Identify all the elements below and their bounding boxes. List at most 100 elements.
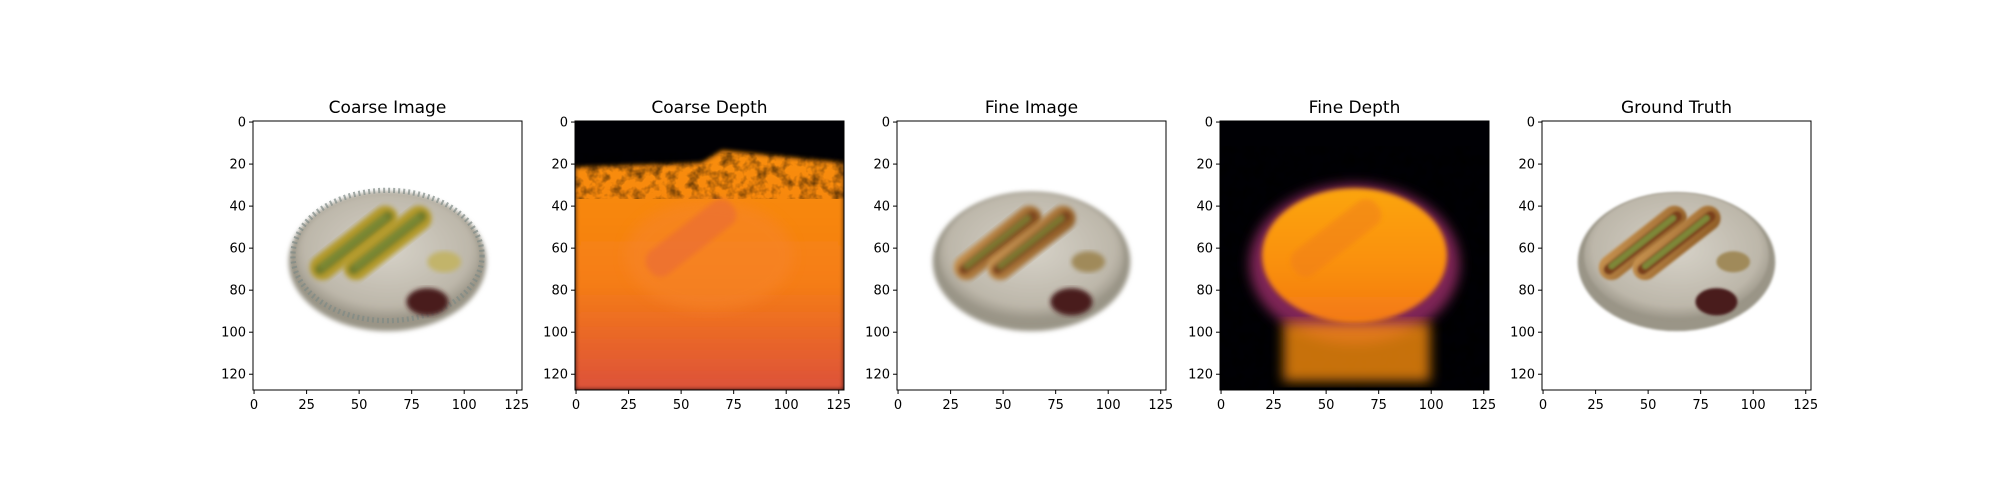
relish [353, 214, 421, 270]
axes-frame [574, 120, 845, 391]
x-tick-label: 125 [1148, 398, 1173, 413]
x-tick-label: 50 [673, 398, 690, 413]
hot-dog [1598, 205, 1687, 281]
subplot: Ground Truth 0 25 50 75 100 125 0 20 40 60 80 100 120 [1510, 98, 1818, 413]
plate-noisy-edge [290, 187, 485, 324]
plate-depth [625, 200, 794, 311]
axes-frame [1541, 120, 1812, 391]
x-tick-label: 50 [995, 398, 1012, 413]
x-tick-label: 0 [1539, 398, 1547, 413]
sauce-dollop [406, 288, 449, 316]
subplot: Fine Image 0 25 50 75 100 125 0 20 40 60 80 100 120 [865, 98, 1173, 413]
y-tick-label: 20 [873, 158, 890, 173]
y-tick-label: 0 [1527, 116, 1535, 131]
relish [1608, 214, 1677, 270]
x-tick-label: 75 [1370, 398, 1387, 413]
x-tick-label: 0 [894, 398, 902, 413]
plate-depth [1262, 188, 1447, 323]
hot-dog [343, 205, 432, 281]
x-tick-label: 100 [452, 398, 477, 413]
subplot-title: Coarse Depth [651, 98, 767, 118]
x-tick-label: 125 [826, 398, 851, 413]
table-depth [1283, 322, 1431, 382]
sauce-dollop [1050, 288, 1093, 316]
x-tick-label: 125 [504, 398, 529, 413]
relish [319, 214, 388, 270]
y-tick-label: 60 [551, 242, 568, 257]
x-tick-label: 25 [942, 398, 959, 413]
y-tick-label: 100 [1188, 326, 1213, 341]
y-tick-label: 0 [238, 116, 246, 131]
y-tick-label: 100 [1510, 326, 1535, 341]
hot-dog [953, 205, 1042, 281]
hot-dog [1632, 205, 1721, 281]
y-tick-label: 20 [1196, 158, 1213, 173]
x-tick-label: 100 [774, 398, 799, 413]
y-tick-label: 120 [221, 368, 246, 383]
mustard-dollop [1716, 251, 1751, 273]
relish [963, 214, 1032, 270]
x-tick-label: 25 [298, 398, 315, 413]
relish [1642, 214, 1710, 270]
image-content [253, 121, 522, 390]
subplot: Coarse Depth 0 25 50 75 100 125 0 20 40 60 80 100 120 [543, 98, 851, 413]
x-tick-label: 0 [1217, 398, 1225, 413]
x-tick-label: 50 [1318, 398, 1335, 413]
y-tick-label: 80 [551, 284, 568, 299]
mustard-dollop [1071, 251, 1106, 273]
x-tick-label: 75 [1692, 398, 1709, 413]
hot-dog-depth [645, 199, 737, 277]
y-tick-label: 0 [560, 116, 568, 131]
x-tick-label: 75 [403, 398, 420, 413]
y-tick-label: 100 [865, 326, 890, 341]
y-tick-label: 0 [882, 116, 890, 131]
subplot-title: Fine Image [985, 98, 1078, 118]
y-tick-label: 60 [229, 242, 246, 257]
x-tick-label: 50 [351, 398, 368, 413]
image-content [575, 121, 844, 390]
x-tick-label: 25 [1265, 398, 1282, 413]
mustard-dollop [427, 251, 462, 273]
axes-frame [1219, 120, 1490, 391]
sauce-dollop [1695, 288, 1738, 316]
y-tick-label: 60 [873, 242, 890, 257]
x-tick-label: 75 [725, 398, 742, 413]
x-tick-label: 0 [250, 398, 258, 413]
y-tick-label: 100 [221, 326, 246, 341]
subplot-title: Coarse Image [329, 98, 447, 118]
image-content [1542, 121, 1811, 390]
x-tick-label: 125 [1793, 398, 1818, 413]
subplot-title: Fine Depth [1309, 98, 1401, 118]
depth-noise-band [575, 152, 844, 199]
subplot: Fine Depth 0 25 50 75 100 125 0 20 40 60 80 100 120 [1188, 98, 1496, 413]
y-tick-label: 120 [865, 368, 890, 383]
y-tick-label: 120 [543, 368, 568, 383]
image-content [1220, 121, 1489, 390]
y-tick-label: 80 [1518, 284, 1535, 299]
hot-dog [309, 205, 398, 281]
subplot: Coarse Image 0 25 50 75 100 125 0 20 40 60 80 100 120 [221, 98, 529, 413]
y-tick-label: 40 [229, 200, 246, 215]
axes-frame [252, 120, 523, 391]
x-tick-label: 0 [572, 398, 580, 413]
x-tick-label: 100 [1419, 398, 1444, 413]
x-tick-label: 100 [1096, 398, 1121, 413]
y-tick-label: 120 [1510, 368, 1535, 383]
x-tick-label: 50 [1640, 398, 1657, 413]
y-tick-label: 40 [873, 200, 890, 215]
x-tick-label: 25 [620, 398, 637, 413]
y-tick-label: 40 [1196, 200, 1213, 215]
x-tick-label: 125 [1471, 398, 1496, 413]
y-tick-label: 0 [1205, 116, 1213, 131]
y-tick-label: 80 [229, 284, 246, 299]
y-tick-label: 80 [1196, 284, 1213, 299]
image-content [897, 121, 1166, 390]
y-tick-label: 20 [1518, 158, 1535, 173]
hot-dog-depth [1290, 199, 1382, 277]
axes-frame [896, 120, 1167, 391]
x-tick-label: 25 [1587, 398, 1604, 413]
y-tick-label: 100 [543, 326, 568, 341]
y-tick-label: 60 [1196, 242, 1213, 257]
x-tick-label: 100 [1741, 398, 1766, 413]
